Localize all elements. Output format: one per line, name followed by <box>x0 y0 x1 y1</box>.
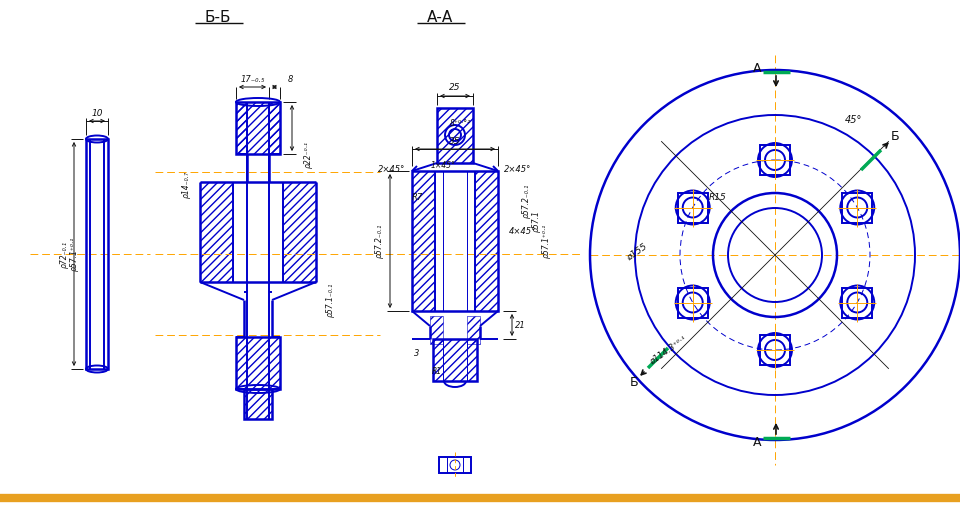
Bar <box>433 339 477 381</box>
Bar <box>439 457 471 473</box>
Bar <box>475 171 498 311</box>
Bar <box>236 102 247 154</box>
Bar <box>244 389 272 419</box>
Bar <box>86 139 108 369</box>
Text: ρ72₋₀.₁: ρ72₋₀.₁ <box>60 240 68 268</box>
Text: R1: R1 <box>432 366 442 375</box>
Bar <box>760 335 790 365</box>
Bar <box>433 339 477 381</box>
Text: R7: R7 <box>412 194 422 203</box>
Text: 35: 35 <box>449 137 461 145</box>
Text: А: А <box>753 61 761 75</box>
Bar <box>283 182 316 282</box>
Text: ρ14₋₀.₇: ρ14₋₀.₇ <box>181 172 190 199</box>
Bar <box>236 337 280 389</box>
Bar <box>412 171 435 311</box>
Text: А-А: А-А <box>427 11 453 25</box>
Text: ρ57.1⁺⁰·¹: ρ57.1⁺⁰·¹ <box>541 224 550 258</box>
Bar <box>678 288 708 318</box>
Bar <box>236 102 280 154</box>
Text: Б-Б: Б-Б <box>204 11 231 25</box>
Text: ø114.3⁺⁰·¹: ø114.3⁺⁰·¹ <box>648 334 688 366</box>
Bar <box>244 389 272 419</box>
Text: ρ57.1₋₀.₁: ρ57.1₋₀.₁ <box>325 283 334 317</box>
Text: ø155: ø155 <box>625 242 649 262</box>
Bar <box>236 337 280 389</box>
Text: 2×45°: 2×45° <box>378 165 406 174</box>
Bar <box>760 145 790 175</box>
Bar <box>467 316 480 344</box>
Text: 25: 25 <box>449 83 461 92</box>
Text: ρ57.1⁺⁰·¹: ρ57.1⁺⁰·¹ <box>69 237 79 271</box>
Bar <box>269 102 280 154</box>
Bar <box>842 193 873 223</box>
Text: 4×45°: 4×45° <box>510 227 537 236</box>
Text: 3: 3 <box>415 348 420 358</box>
Text: Б: Б <box>891 130 900 143</box>
Text: R15: R15 <box>709 194 727 203</box>
Bar <box>430 316 443 344</box>
Text: Б: Б <box>630 375 638 389</box>
Bar <box>437 108 473 163</box>
Text: ρ57.2₋₀.₁: ρ57.2₋₀.₁ <box>521 184 531 218</box>
Text: 10: 10 <box>91 110 103 118</box>
Text: 2×45°: 2×45° <box>504 165 532 174</box>
Text: 8⁺⁰·°²: 8⁺⁰·°² <box>449 118 470 128</box>
Text: 17₋₀.₅: 17₋₀.₅ <box>241 75 265 83</box>
Text: 8: 8 <box>287 75 293 83</box>
Text: А: А <box>753 436 761 450</box>
Bar <box>236 102 280 154</box>
Bar <box>678 193 708 223</box>
Bar <box>412 171 498 311</box>
Bar <box>200 182 233 282</box>
Text: ρ57.1: ρ57.1 <box>532 210 540 232</box>
Text: 45°: 45° <box>846 115 863 125</box>
Text: ρ22⁻⁰·¹: ρ22⁻⁰·¹ <box>303 142 313 169</box>
Bar <box>842 288 873 318</box>
Text: 1×45°: 1×45° <box>431 162 455 171</box>
Text: 21: 21 <box>515 321 525 330</box>
Bar <box>437 108 473 163</box>
Text: ρ57.2₋₀.₁: ρ57.2₋₀.₁ <box>374 224 383 258</box>
